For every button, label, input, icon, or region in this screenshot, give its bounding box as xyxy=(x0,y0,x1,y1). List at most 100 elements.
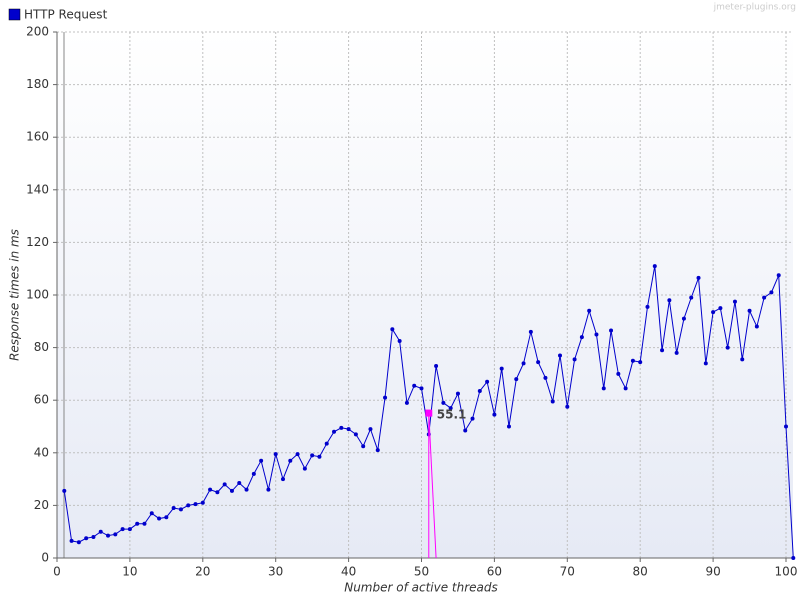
data-point xyxy=(62,488,67,493)
x-tick-label: 50 xyxy=(414,565,429,579)
data-point xyxy=(200,500,205,505)
data-point xyxy=(215,490,220,495)
data-point xyxy=(149,511,154,516)
legend-swatch xyxy=(8,8,21,21)
data-point xyxy=(696,275,701,280)
x-tick-label: 90 xyxy=(705,565,720,579)
data-point xyxy=(528,329,533,334)
y-tick-label: 140 xyxy=(26,182,49,196)
data-point xyxy=(273,452,278,457)
data-point xyxy=(295,452,300,457)
y-tick-label: 40 xyxy=(34,445,49,459)
data-point xyxy=(645,304,650,309)
data-point xyxy=(638,360,643,365)
data-point xyxy=(186,503,191,508)
data-point xyxy=(106,533,111,538)
data-point xyxy=(572,357,577,362)
x-tick-label: 40 xyxy=(341,565,356,579)
data-point xyxy=(251,471,256,476)
data-point xyxy=(339,425,344,430)
y-tick-label: 0 xyxy=(41,551,49,565)
data-point xyxy=(754,324,759,329)
data-point xyxy=(711,310,716,315)
watermark: jmeter-plugins.org xyxy=(713,3,796,13)
data-point xyxy=(229,488,234,493)
data-point xyxy=(266,487,271,492)
data-point xyxy=(178,507,183,512)
data-point xyxy=(383,395,388,400)
data-point xyxy=(310,453,315,458)
data-point xyxy=(514,377,519,382)
x-tick-label: 0 xyxy=(53,565,61,579)
data-point xyxy=(368,427,373,432)
data-point xyxy=(324,441,329,446)
data-point xyxy=(412,383,417,388)
data-point xyxy=(594,332,599,337)
data-point xyxy=(397,339,402,344)
data-point xyxy=(718,306,723,311)
data-point xyxy=(375,448,380,453)
data-point xyxy=(346,427,351,432)
data-point xyxy=(703,361,708,366)
x-tick-label: 100 xyxy=(775,565,798,579)
data-point xyxy=(791,556,796,560)
x-axis-label: Number of active threads xyxy=(344,581,498,595)
data-point xyxy=(485,379,490,384)
y-axis-label: Response times in ms xyxy=(8,229,22,361)
data-point xyxy=(157,516,162,521)
data-point xyxy=(579,335,584,340)
data-point xyxy=(419,386,424,391)
data-point xyxy=(404,400,409,405)
y-tick-label: 60 xyxy=(34,393,49,407)
data-point xyxy=(616,371,621,376)
data-point xyxy=(76,540,81,545)
data-point xyxy=(776,273,781,278)
y-tick-label: 200 xyxy=(26,25,49,39)
data-point xyxy=(434,364,439,369)
data-point xyxy=(164,515,169,520)
data-point xyxy=(463,428,468,433)
data-point xyxy=(740,357,745,362)
data-point xyxy=(98,529,103,534)
data-point xyxy=(652,264,657,269)
data-point xyxy=(565,404,570,409)
data-point xyxy=(725,345,730,350)
data-point xyxy=(353,432,358,437)
data-point xyxy=(732,299,737,304)
x-tick-label: 30 xyxy=(268,565,283,579)
data-point xyxy=(69,538,74,543)
highlight-drop xyxy=(428,413,437,559)
data-point xyxy=(84,536,89,541)
data-point xyxy=(762,295,767,300)
data-point xyxy=(441,400,446,405)
data-point xyxy=(550,399,555,404)
data-point xyxy=(477,388,482,393)
data-point xyxy=(317,454,322,459)
data-point xyxy=(601,386,606,391)
data-point xyxy=(361,444,366,449)
data-point xyxy=(171,506,176,511)
data-point xyxy=(536,360,541,365)
data-point xyxy=(623,386,628,391)
data-point xyxy=(142,521,147,526)
data-point xyxy=(558,353,563,358)
data-point xyxy=(492,412,497,417)
data-point xyxy=(660,348,665,353)
y-tick-label: 80 xyxy=(34,340,49,354)
data-point xyxy=(499,366,504,371)
data-point xyxy=(120,527,125,532)
x-tick-label: 60 xyxy=(487,565,502,579)
data-point xyxy=(259,458,264,463)
data-point xyxy=(689,295,694,300)
x-tick-label: 80 xyxy=(633,565,648,579)
data-point xyxy=(237,481,242,486)
data-point xyxy=(747,308,752,313)
data-point xyxy=(667,298,672,303)
y-tick-label: 100 xyxy=(26,288,49,302)
data-point xyxy=(506,424,511,429)
data-point xyxy=(543,375,548,380)
data-point xyxy=(769,290,774,295)
data-point xyxy=(280,477,285,482)
data-point xyxy=(630,358,635,363)
y-tick-label: 160 xyxy=(26,130,49,144)
